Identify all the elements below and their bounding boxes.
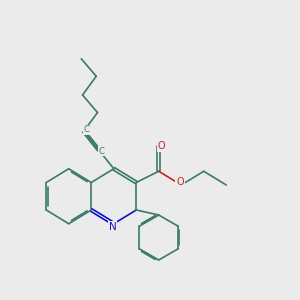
Text: O: O — [176, 177, 184, 187]
Text: C: C — [84, 125, 90, 134]
Text: N: N — [109, 222, 116, 232]
Text: C: C — [99, 147, 105, 156]
Text: O: O — [158, 141, 166, 151]
